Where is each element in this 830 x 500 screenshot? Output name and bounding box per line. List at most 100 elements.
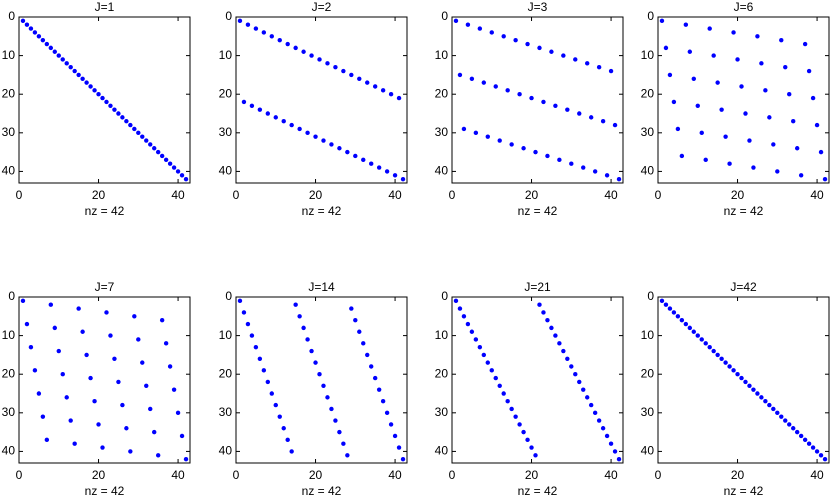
point	[533, 149, 538, 155]
point	[453, 298, 459, 304]
y-tick-label: 40	[2, 164, 16, 178]
point	[485, 360, 490, 365]
point	[767, 115, 772, 120]
point	[36, 34, 42, 39]
point	[675, 314, 681, 319]
point	[369, 161, 374, 166]
point	[545, 317, 550, 323]
point	[581, 387, 586, 392]
point	[779, 414, 784, 419]
point	[400, 456, 406, 462]
point	[489, 30, 494, 35]
point	[376, 165, 382, 170]
point	[396, 445, 402, 450]
point	[32, 30, 38, 35]
point	[671, 99, 677, 105]
point	[818, 453, 824, 458]
point	[791, 119, 796, 124]
point	[353, 317, 358, 323]
axes-box	[657, 296, 830, 464]
point	[175, 169, 181, 174]
point	[183, 456, 189, 462]
point	[798, 173, 804, 178]
point	[659, 298, 665, 304]
point	[392, 433, 398, 439]
point	[341, 441, 346, 446]
x-axis-label: nz = 42	[518, 204, 558, 218]
point	[695, 333, 700, 338]
point	[683, 321, 689, 327]
y-tick-label: 40	[641, 444, 655, 458]
point	[509, 406, 514, 412]
point	[309, 53, 314, 58]
x-tick-label: 20	[525, 468, 539, 482]
x-tick-label: 40	[810, 468, 824, 482]
point	[136, 337, 141, 342]
point	[396, 95, 402, 101]
point	[163, 341, 169, 346]
point	[604, 173, 610, 178]
point	[711, 348, 716, 354]
point	[667, 306, 673, 311]
point	[787, 422, 792, 427]
point	[675, 126, 681, 132]
point	[517, 92, 522, 97]
point	[573, 372, 578, 377]
x-axis-label: nz = 42	[85, 204, 125, 218]
point	[249, 103, 255, 108]
point	[24, 22, 30, 27]
point	[237, 18, 243, 24]
point	[329, 406, 334, 412]
point	[691, 76, 696, 81]
point	[277, 414, 282, 419]
point	[663, 302, 669, 307]
point	[171, 165, 177, 170]
point	[301, 49, 306, 54]
point	[341, 68, 346, 74]
point	[116, 379, 121, 385]
point	[663, 45, 669, 51]
point	[28, 344, 34, 350]
point	[473, 130, 479, 136]
point	[723, 360, 728, 365]
point	[124, 119, 129, 124]
point	[84, 80, 89, 85]
x-axis-label: nz = 42	[518, 484, 558, 498]
point	[600, 426, 606, 431]
y-tick-label: 10	[219, 328, 233, 342]
point	[333, 64, 338, 70]
point	[96, 422, 101, 427]
point	[814, 122, 820, 128]
point	[481, 352, 487, 358]
point	[581, 165, 586, 170]
point	[791, 426, 796, 431]
point	[257, 356, 263, 361]
point	[376, 387, 382, 392]
point	[68, 418, 73, 423]
x-tick-label: 0	[655, 188, 662, 202]
point	[481, 80, 487, 85]
point	[616, 456, 622, 462]
point	[533, 453, 538, 458]
y-tick-label: 10	[2, 328, 16, 342]
point	[28, 26, 34, 31]
point	[565, 107, 570, 112]
point	[92, 399, 97, 404]
point	[349, 306, 354, 311]
axes-box	[18, 296, 191, 464]
x-tick-label: 20	[309, 468, 323, 482]
x-tick-label: 0	[449, 468, 456, 482]
point	[76, 72, 81, 78]
x-axis-label: nz = 42	[85, 484, 125, 498]
point	[60, 57, 65, 62]
y-tick-label: 0	[441, 289, 448, 303]
y-tick-label: 10	[2, 48, 16, 62]
point	[505, 399, 510, 404]
point	[353, 153, 358, 159]
point	[592, 410, 598, 416]
point	[743, 111, 748, 116]
x-tick-label: 0	[16, 468, 23, 482]
point	[64, 61, 69, 66]
